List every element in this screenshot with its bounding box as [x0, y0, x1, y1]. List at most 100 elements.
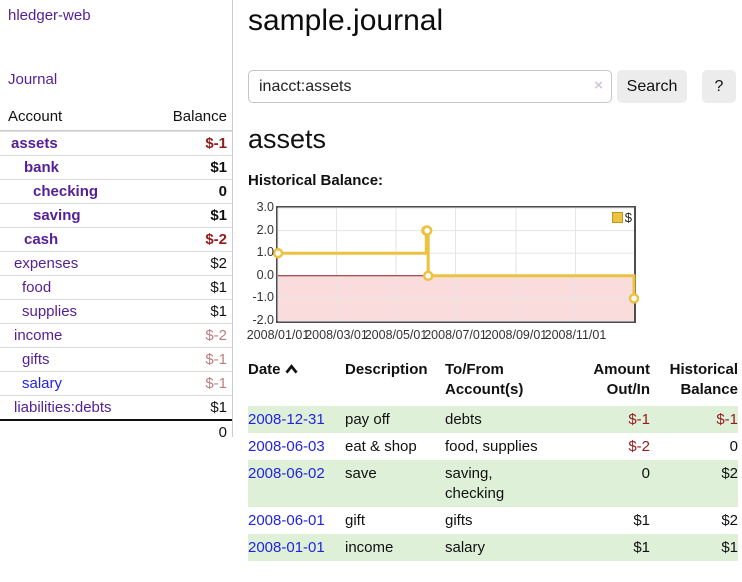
sidebar: hledger-web Journal Account Balance asse…	[0, 0, 233, 441]
legend-swatch-icon	[611, 212, 623, 223]
search-input-wrap: ×	[248, 70, 612, 103]
account-row: checking 0	[0, 179, 232, 203]
account-balance: $1	[151, 395, 232, 419]
transaction-description: pay off	[345, 406, 445, 433]
transaction-accounts: food, supplies	[445, 438, 538, 455]
x-axis-tick-label: 2008/11/01	[544, 328, 607, 342]
account-link[interactable]: gifts	[22, 351, 50, 368]
sidebar-item-journal[interactable]: Journal	[8, 71, 58, 88]
account-name-cell: saving	[0, 203, 152, 227]
legend-series-label: $	[624, 210, 632, 225]
clear-search-icon[interactable]: ×	[594, 77, 603, 94]
account-link[interactable]: salary	[22, 375, 63, 392]
y-axis-tick-label: -1.0	[252, 290, 274, 305]
accounts-total-value: 0	[151, 419, 232, 444]
account-name-cell: assets	[0, 131, 152, 155]
transaction-amount: $1	[633, 512, 650, 529]
transaction-description: save	[345, 460, 445, 507]
account-balance: $-1	[151, 371, 232, 395]
account-name-cell: checking	[0, 179, 152, 203]
transaction-description: gift	[345, 512, 366, 529]
transaction-accounts: saving, checking	[445, 460, 555, 507]
account-link[interactable]: supplies	[22, 303, 78, 320]
account-balance: $1	[151, 203, 232, 227]
chart-legend: $	[611, 210, 632, 225]
transaction-balance: $2	[721, 512, 738, 529]
account-row: bank $1	[0, 155, 232, 179]
search-button[interactable]: Search	[617, 70, 687, 103]
account-name-cell: bank	[0, 155, 152, 179]
account-row: liabilities:debts $1	[0, 395, 232, 419]
account-balance: 0	[151, 179, 232, 203]
x-axis-tick-label: 2008/03/01	[305, 328, 368, 342]
account-name-cell: liabilities:debts	[0, 395, 152, 419]
account-link[interactable]: assets	[11, 135, 58, 152]
account-balance: $1	[151, 155, 232, 179]
main-content: sample.journal × Search ? assets Histori…	[247, 0, 742, 561]
account-link[interactable]: bank	[24, 159, 60, 176]
account-row: expenses $2	[0, 251, 232, 275]
help-button[interactable]: ?	[702, 70, 736, 103]
transaction-balance: 0	[729, 438, 738, 455]
transaction-amount: $-2	[628, 438, 650, 455]
account-row: gifts $-1	[0, 347, 232, 371]
register-row: 2008-01-01 income salary $1 $1	[248, 534, 738, 561]
account-heading: assets	[248, 124, 327, 154]
account-link[interactable]: expenses	[14, 255, 79, 272]
transaction-date-link[interactable]: 2008-01-01	[248, 539, 325, 556]
register-table: Date Description To/From Account(s) Amou…	[248, 360, 738, 561]
accounts-total-row: 0	[0, 419, 232, 444]
balance-chart-plot: $	[272, 206, 640, 323]
account-balance: $2	[151, 251, 232, 275]
transaction-description: income	[345, 534, 445, 561]
transaction-amount: $1	[555, 534, 650, 561]
x-axis-tick-label: 2008/05/01	[364, 328, 428, 342]
transaction-balance: $-1	[650, 406, 738, 433]
transaction-date-link[interactable]: 2008-06-02	[248, 465, 325, 482]
account-link[interactable]: liabilities:debts	[14, 399, 112, 416]
account-balance: $1	[151, 275, 232, 299]
account-name-cell: cash	[0, 227, 152, 251]
app-brand-link[interactable]: hledger-web	[8, 7, 91, 24]
y-axis-tick-label: 1.0	[256, 245, 274, 260]
transaction-date-link[interactable]: 2008-06-01	[248, 512, 325, 529]
account-row: salary $-1	[0, 371, 232, 395]
account-link[interactable]: income	[14, 327, 63, 344]
transaction-description: eat & shop	[345, 438, 417, 455]
account-row: food $1	[0, 275, 232, 299]
y-axis-tick-label: 3.0	[256, 200, 274, 214]
account-row: saving $1	[0, 203, 232, 227]
col-header-accounts: To/From Account(s)	[445, 361, 524, 398]
balance-chart: $ 3.0 2.0 1.0 0.0 -1.0 -2.0 2008/01/01 2008/03/…	[247, 198, 742, 346]
page-title: sample.journal	[248, 4, 444, 37]
col-header-date[interactable]: Date	[248, 360, 345, 406]
account-name-cell: gifts	[0, 347, 152, 371]
account-link[interactable]: saving	[33, 207, 81, 224]
account-link[interactable]: food	[22, 279, 52, 296]
transaction-accounts: salary	[445, 534, 555, 561]
chart-label: Historical Balance:	[248, 172, 384, 189]
account-row: assets $-1	[0, 131, 232, 155]
account-balance: $-1	[151, 131, 232, 155]
transaction-date-link[interactable]: 2008-06-03	[248, 438, 325, 455]
account-balance: $-1	[151, 347, 232, 371]
search-input[interactable]	[248, 70, 612, 103]
col-header-balance: Historical Balance	[669, 361, 738, 398]
accounts-header-balance: Balance	[151, 105, 232, 131]
transaction-date-cell: 2008-06-03	[248, 433, 345, 460]
account-link[interactable]: checking	[33, 183, 99, 200]
register-header-row: Date Description To/From Account(s) Amou…	[248, 360, 738, 406]
account-name-cell: expenses	[0, 251, 152, 275]
account-link[interactable]: cash	[24, 231, 59, 248]
transaction-date-cell: 2008-12-31	[248, 406, 345, 433]
register-row: 2008-12-31 pay off debts $-1 $-1	[248, 406, 738, 433]
accounts-total-spacer	[0, 419, 152, 444]
account-balance: $1	[151, 299, 232, 323]
transaction-date-link[interactable]: 2008-12-31	[248, 411, 325, 428]
col-header-amount: Amount Out/In	[593, 361, 650, 398]
transaction-accounts: debts	[445, 406, 555, 433]
y-axis-tick-label: -2.0	[252, 313, 274, 327]
account-name-cell: salary	[0, 371, 152, 395]
search-form: × Search ?	[248, 70, 742, 103]
transaction-date-cell: 2008-06-01	[248, 507, 345, 534]
